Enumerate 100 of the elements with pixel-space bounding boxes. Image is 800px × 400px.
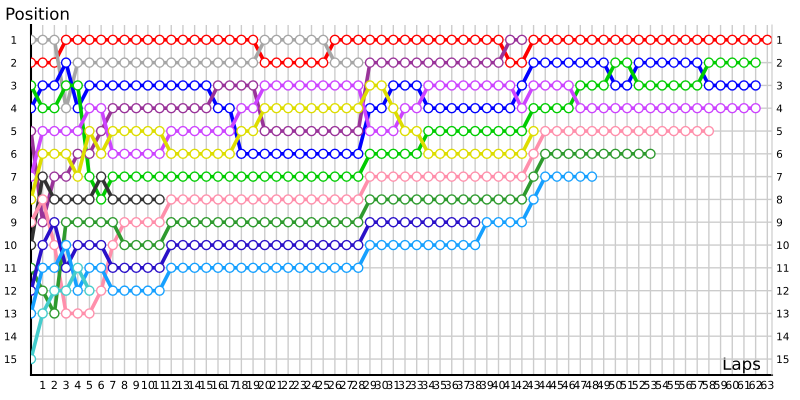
point: [96, 126, 106, 136]
point: [119, 103, 130, 114]
point: [330, 194, 340, 205]
point: [130, 103, 142, 114]
point: [189, 240, 200, 250]
point: [37, 148, 48, 160]
point: [458, 217, 469, 228]
point: [154, 262, 165, 274]
point: [154, 126, 165, 136]
point: [318, 194, 328, 205]
point: [423, 57, 434, 68]
point: [84, 217, 95, 228]
point: [166, 240, 176, 250]
y-tick-label: 6: [11, 150, 16, 158]
point: [49, 285, 60, 296]
point: [189, 57, 200, 68]
point: [423, 171, 434, 182]
point: [353, 262, 364, 274]
point: [318, 126, 328, 136]
point: [645, 148, 656, 160]
point: [306, 240, 317, 250]
point: [108, 262, 118, 274]
x-tick-label: 33: [410, 380, 423, 390]
point: [528, 126, 539, 136]
point: [458, 171, 469, 182]
point: [575, 171, 586, 182]
point: [37, 262, 48, 274]
point: [306, 103, 317, 114]
point: [130, 285, 142, 296]
point: [528, 148, 539, 160]
point: [260, 34, 270, 46]
x-tick-label: 57: [690, 380, 704, 390]
point: [119, 262, 130, 274]
point: [516, 217, 528, 228]
point: [154, 103, 165, 114]
point: [166, 194, 176, 205]
point: [37, 34, 48, 46]
point: [282, 34, 294, 46]
point: [271, 34, 282, 46]
point: [60, 217, 72, 228]
point: [236, 262, 247, 274]
point: [306, 217, 317, 228]
point: [236, 194, 247, 205]
point: [446, 148, 457, 160]
point: [224, 240, 235, 250]
x-tick-label: 48: [585, 380, 598, 390]
point: [411, 57, 422, 68]
point: [353, 126, 364, 136]
point: [178, 148, 188, 160]
point: [236, 240, 247, 250]
point: [84, 262, 95, 274]
y-tick-label: 15: [5, 355, 16, 364]
x-tick-label: 53: [644, 380, 657, 390]
point: [423, 217, 434, 228]
y-tick-label: 7: [11, 172, 16, 181]
point: [610, 148, 621, 160]
point: [434, 57, 446, 68]
point: [493, 194, 504, 205]
point: [388, 194, 399, 205]
point: [482, 171, 492, 182]
x-tick-label: 43: [527, 380, 540, 390]
point: [142, 103, 154, 114]
point: [470, 171, 480, 182]
point: [306, 126, 317, 136]
point: [108, 103, 118, 114]
point: [49, 194, 60, 205]
point: [49, 217, 60, 228]
point: [294, 126, 306, 136]
point: [119, 285, 130, 296]
point: [423, 194, 434, 205]
point: [446, 171, 457, 182]
point: [470, 217, 480, 228]
point: [364, 240, 376, 250]
point: [400, 194, 410, 205]
point: [364, 194, 376, 205]
point: [37, 240, 48, 250]
point: [388, 103, 399, 114]
point: [224, 148, 235, 160]
x-tick-label: 36: [446, 380, 458, 390]
x-tick-label: 46: [562, 380, 576, 390]
point: [446, 57, 457, 68]
point: [411, 171, 422, 182]
point: [260, 194, 270, 205]
point: [84, 308, 95, 319]
point: [376, 80, 387, 91]
point: [212, 240, 224, 250]
point: [201, 57, 212, 68]
x-tick-label: 9: [133, 380, 139, 390]
point: [84, 57, 95, 68]
x-tick-label: 5: [86, 380, 92, 390]
point: [353, 217, 364, 228]
x-tick-label: 62: [749, 380, 762, 390]
point: [154, 217, 165, 228]
point: [96, 217, 106, 228]
point: [364, 217, 376, 228]
point: [49, 308, 60, 319]
point: [341, 194, 352, 205]
point: [504, 171, 516, 182]
point: [236, 217, 247, 228]
point: [493, 171, 504, 182]
